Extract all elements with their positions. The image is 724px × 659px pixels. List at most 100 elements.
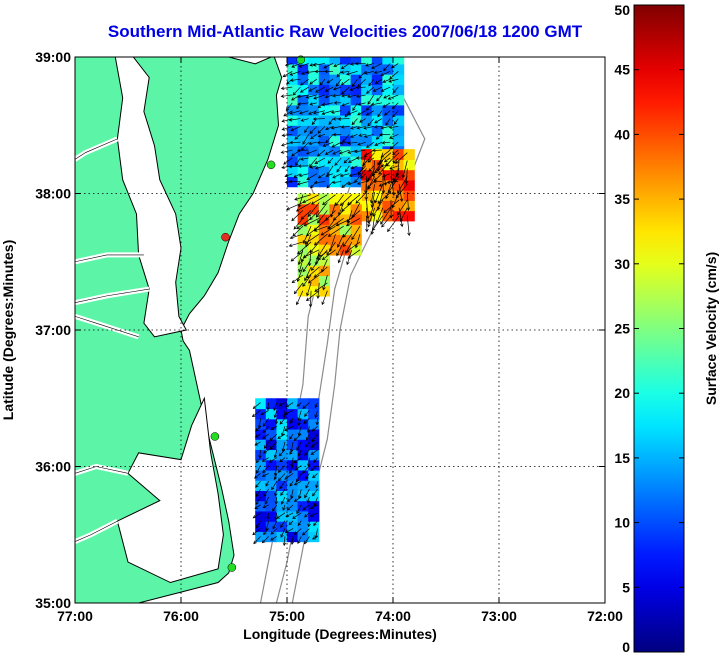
velocity-cell bbox=[308, 459, 320, 471]
velocity-cell bbox=[265, 459, 277, 471]
velocity-arrow bbox=[313, 233, 328, 246]
velocity-cell bbox=[255, 510, 267, 522]
velocity-cell bbox=[265, 490, 277, 502]
velocity-arrow bbox=[356, 181, 366, 185]
velocity-cell bbox=[276, 469, 288, 481]
velocity-arrow bbox=[288, 179, 301, 184]
velocity-arrow bbox=[382, 78, 391, 83]
velocity-cell bbox=[297, 74, 309, 85]
velocity-arrow bbox=[311, 425, 318, 432]
chart-title: Southern Mid-Atlantic Raw Velocities 200… bbox=[107, 22, 583, 41]
velocity-arrow bbox=[343, 157, 350, 164]
velocity-arrow bbox=[341, 94, 350, 98]
velocity-cell bbox=[287, 521, 299, 532]
velocity-cell bbox=[308, 84, 320, 96]
velocity-arrow bbox=[257, 418, 262, 429]
velocity-cell bbox=[340, 176, 352, 188]
velocity-arrow bbox=[297, 449, 302, 457]
velocity-cell bbox=[297, 459, 309, 471]
velocity-arrow bbox=[284, 62, 293, 67]
velocity-arrow bbox=[316, 282, 320, 299]
velocity-cell bbox=[318, 135, 330, 147]
velocity-arrow bbox=[342, 134, 350, 143]
velocity-cell bbox=[393, 104, 405, 116]
velocity-arrow bbox=[302, 194, 320, 204]
velocity-cell bbox=[361, 159, 373, 171]
velocity-cell bbox=[308, 234, 320, 246]
velocity-cell bbox=[297, 469, 309, 481]
velocity-arrow bbox=[288, 241, 304, 247]
velocity-cell bbox=[255, 459, 267, 471]
velocity-cell bbox=[297, 244, 309, 256]
velocity-cell bbox=[403, 179, 415, 191]
velocity-cell bbox=[350, 84, 362, 96]
velocity-cell bbox=[403, 210, 415, 222]
velocity-arrow bbox=[337, 249, 344, 264]
velocity-cell bbox=[350, 94, 362, 106]
velocity-arrow bbox=[310, 465, 318, 472]
velocity-arrow bbox=[309, 504, 318, 509]
velocity-arrow bbox=[297, 489, 302, 500]
velocity-arrow bbox=[289, 433, 294, 440]
velocity-cell bbox=[361, 190, 373, 201]
velocity-arrow bbox=[305, 290, 320, 302]
velocity-cell bbox=[371, 169, 383, 181]
velocity-arrow bbox=[285, 102, 293, 112]
velocity-arrow bbox=[313, 94, 326, 100]
velocity-arrow bbox=[406, 215, 411, 237]
velocity-cell bbox=[382, 135, 394, 147]
velocity-arrow bbox=[347, 141, 358, 145]
velocity-arrow bbox=[261, 473, 269, 477]
velocity-arrow bbox=[317, 126, 326, 134]
velocity-cell bbox=[393, 179, 405, 191]
velocity-arrow bbox=[289, 481, 294, 487]
velocity-cell bbox=[329, 193, 341, 205]
velocity-arrow bbox=[273, 449, 278, 459]
velocity-arrow bbox=[383, 94, 391, 99]
velocity-arrow bbox=[263, 528, 269, 536]
velocity-cell bbox=[329, 155, 341, 167]
velocity-arrow bbox=[374, 78, 383, 84]
velocity-arrow bbox=[305, 481, 310, 489]
velocity-cell bbox=[297, 104, 309, 116]
velocity-cell bbox=[308, 480, 320, 491]
velocity-arrow bbox=[392, 149, 399, 156]
velocity-arrow bbox=[296, 267, 304, 283]
velocity-cell bbox=[403, 190, 415, 201]
velocity-arrow bbox=[284, 410, 294, 415]
velocity-arrow bbox=[291, 274, 304, 284]
velocity-cell bbox=[297, 275, 309, 287]
velocity-cell bbox=[329, 115, 341, 126]
velocity-arrow bbox=[350, 126, 358, 130]
velocity-arrow bbox=[383, 157, 391, 163]
velocity-cell bbox=[308, 244, 320, 256]
velocity-arrow bbox=[337, 233, 344, 248]
velocity-arrow bbox=[282, 410, 287, 419]
velocity-cell bbox=[382, 57, 394, 65]
velocity-arrow bbox=[383, 63, 391, 72]
velocity-arrow bbox=[255, 496, 261, 506]
velocity-arrow bbox=[333, 101, 342, 105]
velocity-arrow bbox=[313, 457, 318, 463]
velocity-cell bbox=[255, 439, 267, 451]
velocity-arrow bbox=[322, 141, 334, 147]
velocity-cell bbox=[308, 265, 320, 276]
velocity-arrow bbox=[317, 133, 326, 138]
velocity-arrow bbox=[308, 110, 317, 115]
colorbar-gradient bbox=[633, 4, 685, 653]
velocity-cell bbox=[318, 213, 330, 225]
velocity-arrow bbox=[357, 110, 366, 116]
velocity-arrow bbox=[298, 173, 309, 178]
velocity-arrow bbox=[381, 176, 386, 194]
velocity-arrow bbox=[297, 94, 309, 99]
velocity-arrow bbox=[314, 69, 325, 74]
velocity-cell bbox=[403, 149, 415, 160]
velocity-arrow bbox=[314, 165, 326, 170]
velocity-cell bbox=[361, 74, 373, 85]
velocity-cell bbox=[340, 125, 352, 137]
velocity-arrow bbox=[324, 86, 334, 92]
velocity-cell bbox=[393, 74, 405, 85]
velocity-arrow bbox=[288, 118, 301, 122]
y-tick-label: 39:00 bbox=[35, 49, 71, 65]
velocity-arrow bbox=[291, 63, 301, 68]
